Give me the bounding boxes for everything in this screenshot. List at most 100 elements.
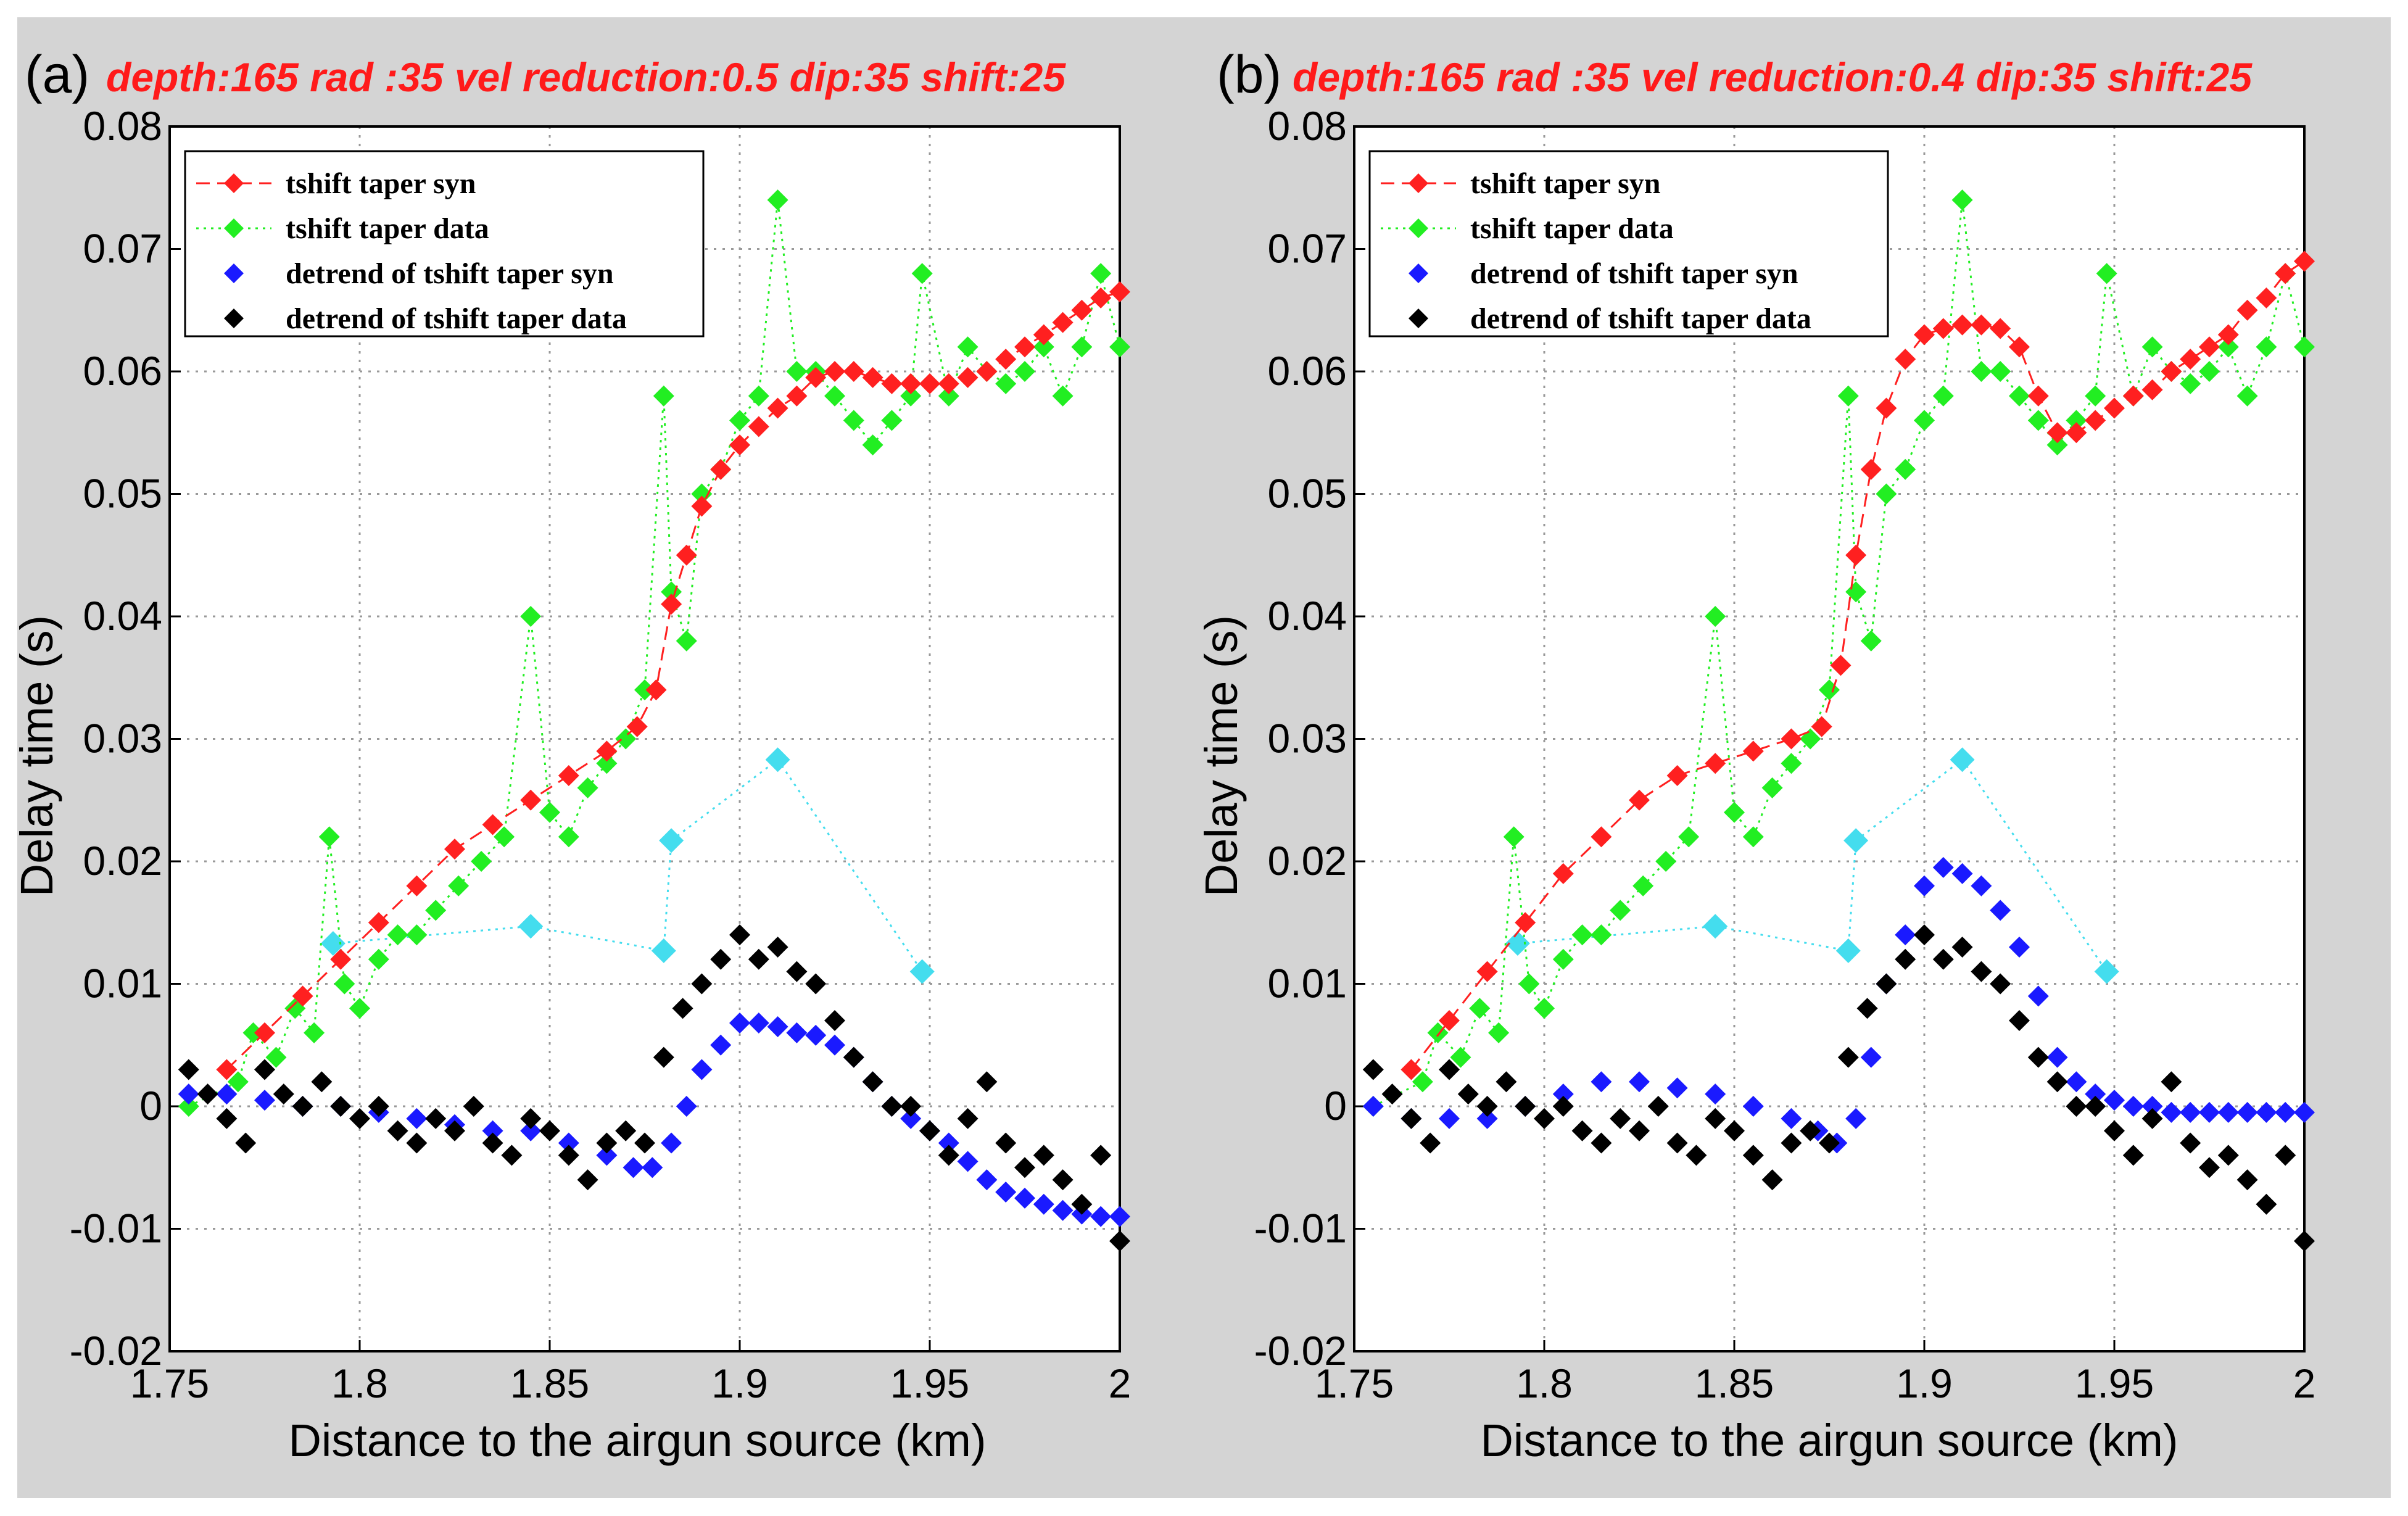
panel-b-data-point bbox=[1666, 1077, 1688, 1099]
panel-a-y-tick-label: 0.02 bbox=[83, 838, 162, 884]
panel-a-legend-box bbox=[184, 150, 705, 338]
panel-b-data-point bbox=[2217, 1145, 2239, 1166]
panel-b-data-point bbox=[2066, 422, 2087, 444]
panel-b-data-point bbox=[1971, 875, 1992, 897]
panel-a-data-point bbox=[425, 900, 447, 921]
panel-b-legend-label: detrend of tshift taper data bbox=[1470, 302, 1811, 335]
panel-b-xlabel: Distance to the airgun source (km) bbox=[1480, 1415, 2178, 1466]
panel-b-data-point bbox=[2180, 1101, 2201, 1123]
panel-a-data-point bbox=[748, 385, 769, 407]
panel-a-data-point bbox=[710, 458, 732, 480]
panel-a-data-point bbox=[976, 1071, 998, 1093]
panel-a-data-point bbox=[1109, 1206, 1130, 1227]
panel-a-data-point bbox=[1033, 336, 1054, 358]
panel-b-data-point bbox=[2161, 1071, 2182, 1093]
panel-b-data-point bbox=[2009, 385, 2030, 407]
panel-b-x-tick-label: 1.75 bbox=[1315, 1361, 1394, 1406]
panel-a-data-point bbox=[577, 777, 598, 798]
panel-a-legend-marker bbox=[224, 173, 244, 193]
panel-a-data-point bbox=[710, 1034, 732, 1056]
panel-a-data-point bbox=[1052, 1169, 1074, 1191]
panel-a-data-point bbox=[623, 1157, 644, 1178]
panel-a-data-point bbox=[539, 801, 560, 823]
panel-b-data-point bbox=[1837, 385, 1859, 407]
panel-b-data-point bbox=[1686, 1145, 1707, 1166]
panel-b-data-point bbox=[1837, 1046, 1859, 1068]
panel-b-data-point bbox=[2236, 1101, 2258, 1123]
panel-a-legend-marker bbox=[224, 263, 244, 283]
panel-a-data-point bbox=[304, 1022, 325, 1043]
panel-b-data-point bbox=[1476, 1108, 1498, 1129]
panel-b-data-point bbox=[2199, 336, 2220, 358]
panel-a-xlabel: Distance to the airgun source (km) bbox=[288, 1415, 986, 1466]
panel-a-data-point bbox=[482, 814, 503, 835]
panel-b-data-point bbox=[1932, 318, 1954, 339]
panel-b-data-point bbox=[2199, 1101, 2220, 1123]
panel-b-data-point bbox=[2066, 1096, 2087, 1117]
panel-a-data-point bbox=[862, 367, 883, 388]
panel-a-data-point bbox=[265, 1046, 287, 1068]
panel-a-y-tick-label: 0.06 bbox=[83, 348, 162, 394]
panel-a-data-point bbox=[254, 1090, 275, 1111]
panel-b-data-point bbox=[2199, 1157, 2220, 1178]
panel-a-data-point bbox=[729, 434, 750, 456]
panel-a-data-point bbox=[995, 1181, 1017, 1203]
panel-b-data-point bbox=[1876, 397, 1897, 419]
panel-b-data-point bbox=[2161, 361, 2182, 382]
panel-b-data-point bbox=[1876, 973, 1897, 995]
panel-a-data-point bbox=[368, 948, 389, 970]
panel-b-y-tick-label: 0.08 bbox=[1268, 103, 1347, 149]
panel-b-data-point bbox=[1932, 385, 1954, 407]
panel-a-data-point bbox=[653, 385, 674, 407]
panel-a-data-point bbox=[518, 914, 544, 939]
panel-b-data-point bbox=[2122, 385, 2144, 407]
panel-a-data-point bbox=[1052, 1199, 1074, 1221]
panel-a-data-point bbox=[634, 679, 655, 701]
panel-a-data-point bbox=[235, 1132, 257, 1154]
panel-a-data-point bbox=[334, 973, 355, 995]
panel-b-data-point bbox=[1781, 1108, 1802, 1129]
panel-a-data-point bbox=[748, 948, 769, 970]
panel-a-legend: tshift taper syn tshift taper data detrend… bbox=[184, 150, 705, 338]
panel-a-data-point bbox=[691, 483, 713, 505]
panel-b-data-point bbox=[1705, 1108, 1726, 1129]
panel-b-data-point bbox=[1655, 851, 1677, 872]
panel-b-data-point bbox=[1439, 1108, 1460, 1129]
panel-a-data-point bbox=[520, 789, 542, 811]
panel-b-data-point bbox=[1914, 875, 1935, 897]
panel-b-data-point bbox=[1800, 1120, 1821, 1141]
panel-b-data-point bbox=[2122, 1096, 2144, 1117]
panel-a-data-point bbox=[676, 544, 697, 566]
panel-a-data-point bbox=[615, 1120, 637, 1141]
panel-b-data-point bbox=[1895, 458, 1916, 480]
panel-b-legend-marker bbox=[1409, 263, 1428, 283]
panel-b-series-line bbox=[1517, 758, 2108, 972]
panel-a-data-point bbox=[748, 416, 769, 437]
panel-a-data-point bbox=[900, 1096, 922, 1117]
panel-a-data-point bbox=[651, 938, 676, 963]
panel-a-legend-marker bbox=[224, 218, 244, 238]
panel-b-data-point bbox=[1895, 948, 1916, 970]
panel-a-data-point bbox=[292, 985, 313, 1007]
panel-a-data-point bbox=[659, 828, 684, 853]
panel-a-data-point bbox=[254, 1059, 275, 1080]
panel-b-data-point bbox=[1552, 1096, 1574, 1117]
panel-a-data-point bbox=[911, 263, 933, 284]
panel-b-data-point bbox=[1971, 961, 1992, 982]
panel-a-data-point bbox=[596, 1132, 618, 1154]
panel-b-data-point bbox=[2236, 385, 2258, 407]
panel-b-data-point bbox=[1742, 1096, 1764, 1117]
panel-a-series-tshift-taper-data bbox=[178, 189, 1130, 1117]
panel-b-data-point bbox=[1552, 948, 1574, 970]
panel-b-y-tick-label: 0.04 bbox=[1268, 593, 1347, 639]
panel-b-series-detrend-of-tshift-taper-syn bbox=[1362, 856, 2315, 1154]
panel-a-data-point bbox=[1071, 336, 1093, 358]
panel-b-data-point bbox=[1971, 361, 1992, 382]
panel-a-data-point bbox=[691, 1059, 713, 1080]
panel-a-y-tick-label: 0.03 bbox=[83, 716, 162, 761]
panel-a-data-point bbox=[843, 410, 864, 431]
panel-a-data-point bbox=[909, 959, 935, 984]
panel-b-data-point bbox=[1951, 189, 1973, 211]
panel-b-data-point bbox=[2141, 336, 2163, 358]
panel-b-data-point bbox=[1876, 483, 1897, 505]
